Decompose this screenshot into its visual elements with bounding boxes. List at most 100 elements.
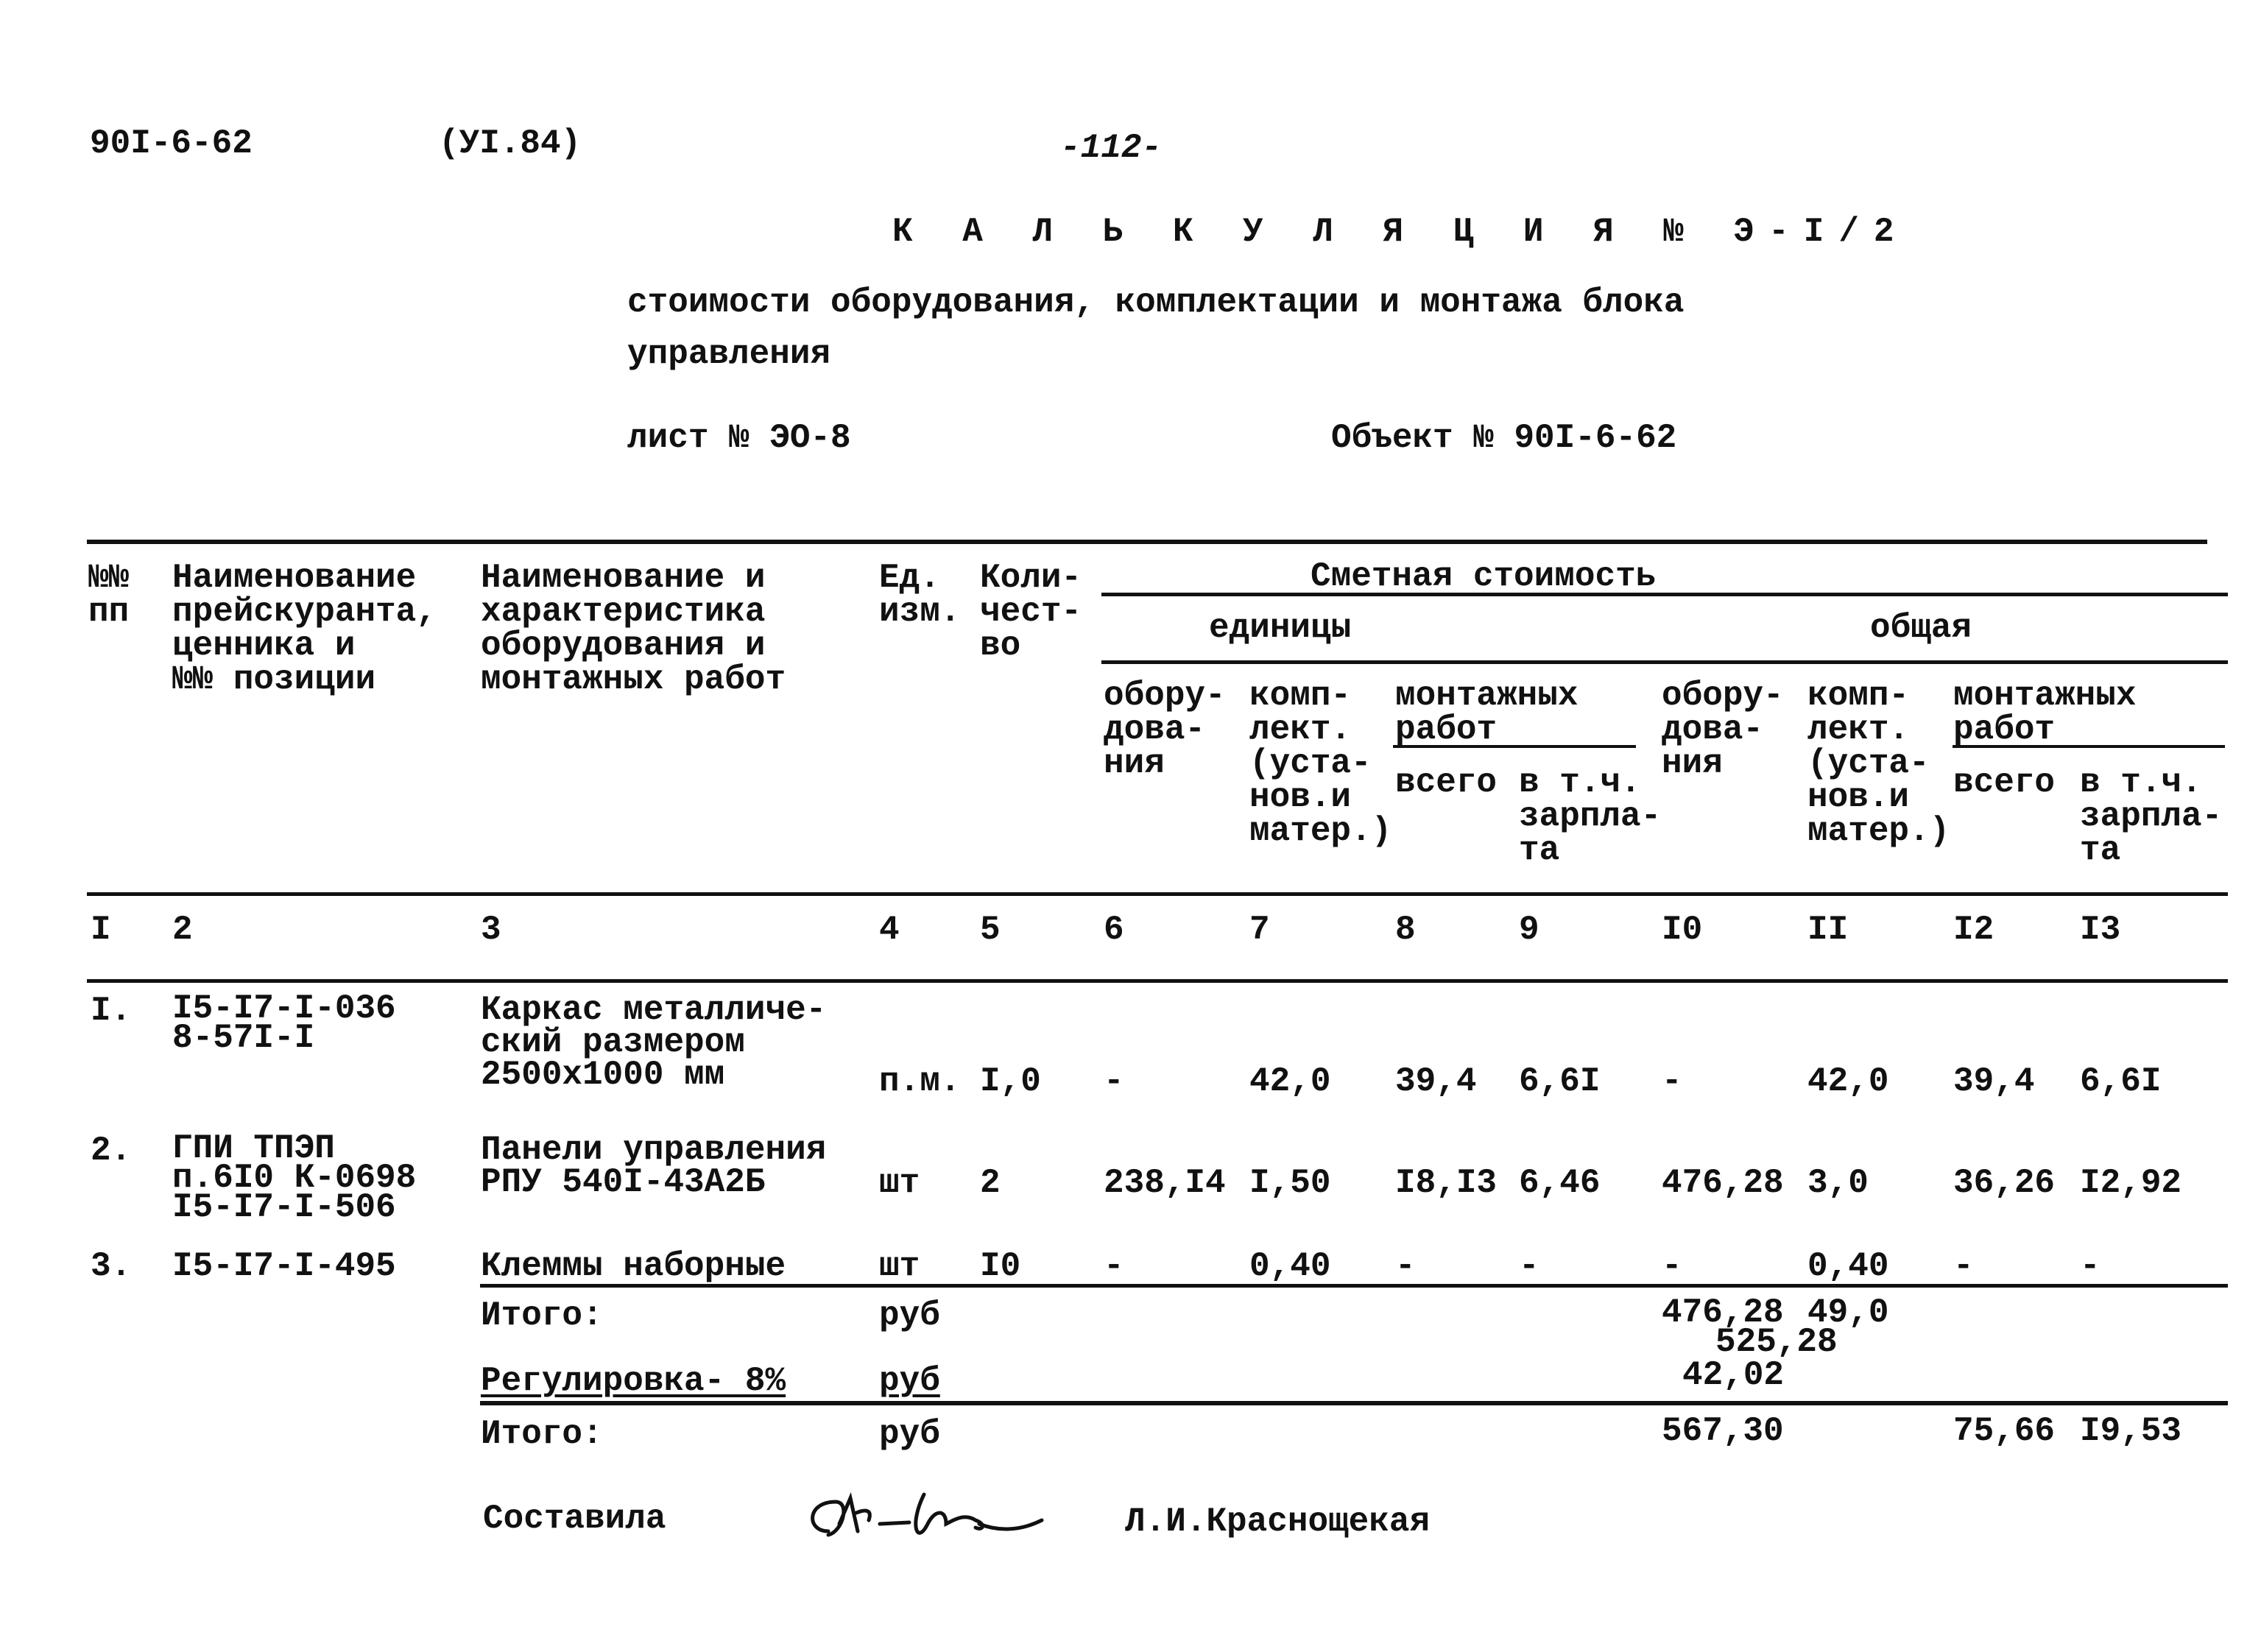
doc-code: 90I-6-62 (90, 124, 253, 163)
adjustment-label: Регулировка- 8% (481, 1362, 786, 1400)
sheet-number: лист № ЭО-8 (627, 419, 851, 457)
row-wage-total: 6,6I (2080, 1062, 2162, 1101)
row-install-total: 36,26 (1953, 1164, 2056, 1202)
row-name: Клеммы наборные (481, 1247, 786, 1285)
compiled-by: Л.И.Краснощекая (1125, 1503, 1431, 1541)
row-unit: шт (879, 1247, 920, 1285)
row-pricelist: ГПИ ТПЭП п.6I0 К-0698 I5-I7-I-506 (172, 1129, 417, 1226)
adjustment-unit: руб (879, 1362, 940, 1400)
header-install-total: монтажных работ (1953, 677, 2137, 749)
date-code: (УI.84) (439, 124, 582, 163)
header-num: №№ пп (88, 559, 130, 631)
row-wage-unit: 6,46 (1519, 1164, 1601, 1202)
row-install-unit: 39,4 (1395, 1062, 1477, 1101)
column-numbers-rule (87, 979, 2228, 983)
install-total-rule (1953, 745, 2225, 748)
header-install-wage-total: в т.ч. зарпла- та (2080, 763, 2223, 869)
header-equipment-total: обору- дова- ния (1662, 677, 1784, 783)
per-unit-rule (1101, 660, 2228, 664)
row-equipment-unit: - (1104, 1062, 1124, 1101)
total-install: 75,66 (1953, 1412, 2056, 1450)
subtotal-equipment: 476,28 (1662, 1293, 1784, 1332)
object-number: Объект № 90I-6-62 (1331, 419, 1677, 457)
page-number: -112- (1060, 129, 1163, 167)
column-number: 4 (879, 911, 900, 949)
row-install-unit: I8,I3 (1395, 1164, 1498, 1202)
signature-image (811, 1492, 1044, 1537)
row-qty: I,0 (980, 1062, 1041, 1101)
subtotal-sum: 525,28 (1715, 1323, 1838, 1361)
column-number: I3 (2080, 911, 2121, 949)
header-install-wage-unit: в т.ч. зарпла- та (1519, 763, 1662, 869)
header-unit: Ед. изм. (879, 559, 961, 631)
row-install-total: - (1953, 1247, 1974, 1285)
row-equipment-total: - (1662, 1062, 1682, 1101)
row-qty: I0 (980, 1247, 1021, 1285)
row-wage-total: - (2080, 1247, 2100, 1285)
column-number: 2 (172, 911, 193, 949)
header-name: Наименование и характеристика оборудован… (481, 559, 786, 699)
row-unit: шт (879, 1164, 920, 1202)
row-kit-total: 3,0 (1807, 1164, 1869, 1202)
row-pricelist: I5-I7-I-036 8-57I-I (172, 989, 396, 1057)
row-kit-total: 42,0 (1807, 1062, 1889, 1101)
row-num: I. (91, 992, 132, 1030)
estimated-cost-rule (1101, 593, 2228, 596)
row-num: 3. (91, 1247, 132, 1285)
row-kit-total: 0,40 (1807, 1247, 1889, 1285)
table-top-rule (87, 540, 2207, 544)
subtitle-line2: управления (627, 335, 831, 373)
row-name: Каркас металличе- ский размером 2500х100… (481, 991, 827, 1094)
header-equipment-unit: обору- дова- ния (1104, 677, 1226, 783)
header-qty: Коли- чест- во (980, 559, 1082, 665)
row-kit-unit: I,50 (1249, 1164, 1331, 1202)
total-unit: руб (879, 1415, 940, 1453)
compiled-label: Составила (483, 1500, 666, 1538)
column-number: I (91, 911, 111, 949)
row-wage-total: I2,92 (2080, 1164, 2182, 1202)
total-label: Итого: (481, 1415, 603, 1453)
header-per-unit: единицы (1209, 609, 1352, 647)
column-number: 8 (1395, 911, 1416, 949)
row-install-total: 39,4 (1953, 1062, 2035, 1101)
row-wage-unit: - (1519, 1247, 1539, 1285)
row-pricelist: I5-I7-I-495 (172, 1247, 396, 1285)
row-equipment-unit: - (1104, 1247, 1124, 1285)
row-unit: п.м. (879, 1062, 961, 1101)
column-number: 3 (481, 911, 501, 949)
header-kit-total: комп- лект. (уста- нов.и матер.) (1807, 677, 1950, 850)
row-install-unit: - (1395, 1247, 1416, 1285)
row-kit-unit: 0,40 (1249, 1247, 1331, 1285)
subtotal-label: Итого: (481, 1296, 603, 1335)
column-number: 9 (1519, 911, 1539, 949)
row-kit-unit: 42,0 (1249, 1062, 1331, 1101)
total-equipment: 567,30 (1662, 1412, 1784, 1450)
row-wage-unit: 6,6I (1519, 1062, 1601, 1101)
column-number: I0 (1662, 911, 1703, 949)
column-number: I2 (1953, 911, 1994, 949)
subtotal-kit: 49,0 (1807, 1293, 1889, 1332)
adjustment-value: 42,02 (1682, 1356, 1785, 1394)
row-name: Панели управления РПУ 540I-43А2Б (481, 1131, 827, 1201)
row-num: 2. (91, 1132, 132, 1170)
header-bottom-rule (87, 892, 2228, 896)
total-wage: I9,53 (2080, 1412, 2182, 1450)
header-total: общая (1870, 609, 1972, 647)
adjustment-rule (480, 1401, 2228, 1405)
row-qty: 2 (980, 1164, 1001, 1202)
install-unit-rule (1393, 745, 1636, 748)
column-number: II (1807, 911, 1849, 949)
items-bottom-rule (480, 1284, 2228, 1288)
header-kit-unit: комп- лект. (уста- нов.и матер.) (1249, 677, 1392, 850)
header-install-all-total: всего (1953, 763, 2056, 802)
header-install-unit: монтажных работ (1395, 677, 1579, 749)
column-number: 5 (980, 911, 1001, 949)
header-estimated-cost: Сметная стоимость (1311, 557, 1657, 596)
subtotal-unit: руб (879, 1296, 940, 1335)
row-equipment-unit: 238,I4 (1104, 1164, 1226, 1202)
header-pricelist: Наименование прейскуранта, ценника и №№ … (172, 559, 437, 699)
subtitle-line1: стоимости оборудования, комплектации и м… (627, 283, 1685, 322)
header-install-all-unit: всего (1395, 763, 1498, 802)
row-equipment-total: 476,28 (1662, 1164, 1784, 1202)
row-equipment-total: - (1662, 1247, 1682, 1285)
